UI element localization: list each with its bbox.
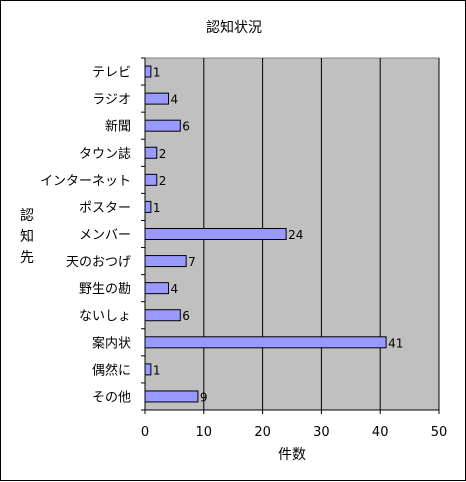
data-label: 7 [188,255,196,269]
bar [144,255,187,268]
bar [144,200,152,213]
data-label: 9 [200,390,208,404]
plot-area: 0 10 20 30 40 50 テレビ 1 ラジオ 4 新聞 6 タウン誌 2 インターネット 2 ポスター 1… [40,57,448,440]
bar [144,65,152,78]
category-label: 新聞 [105,119,131,135]
x-tick-label: 40 [372,425,389,440]
category-label: メンバー [79,228,131,243]
x-tick-label: 30 [313,425,330,440]
data-label: 1 [153,66,161,80]
data-label: 6 [182,309,190,323]
data-label: 6 [182,120,190,134]
data-label: 24 [288,228,303,242]
bar [144,228,287,240]
category-label: 偶然に [92,362,131,378]
data-label: 4 [171,282,179,296]
data-label: 1 [153,363,161,377]
x-tick-label: 0 [141,425,149,440]
x-tick-label: 10 [196,425,213,440]
category-label: テレビ [92,66,131,81]
bar [144,119,181,132]
data-label: 1 [153,201,161,215]
data-label: 2 [159,174,167,188]
category-label: 野生の勘 [79,282,131,297]
data-label: 4 [171,93,179,107]
category-label: タウン誌 [79,146,131,162]
x-tick-label: 20 [254,425,271,440]
y-axis-title-char: 知 [20,228,34,245]
category-label: 案内状 [92,335,131,351]
data-label: 41 [388,336,403,350]
category-label: 天のおつげ [66,255,131,270]
y-axis-title: 認知先 [20,208,34,266]
chart-title: 認知状況 [206,19,262,36]
bar [144,309,181,322]
bar [144,282,170,295]
bar [144,173,158,186]
y-axis-title-char: 先 [20,250,34,266]
category-label: ポスター [79,201,131,216]
bar [144,92,170,105]
bar [144,363,152,376]
category-label: ラジオ [92,93,131,108]
category-label: その他 [92,390,131,405]
y-axis-title-char: 認 [20,208,34,224]
x-axis-title: 件数 [278,447,306,463]
bar [144,336,387,349]
bar [144,146,158,159]
x-tick-label: 50 [431,425,448,440]
category-label: ないしょ [79,309,131,324]
data-label: 2 [159,147,167,161]
category-label: インターネット [40,174,131,189]
bar [144,390,199,403]
